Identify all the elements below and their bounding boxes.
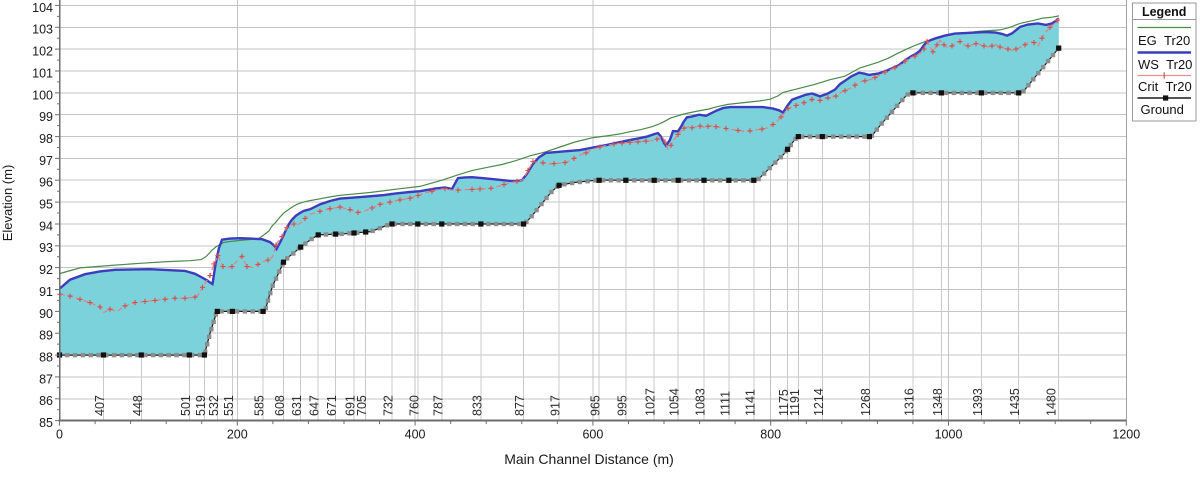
svg-text:85: 85 bbox=[39, 416, 53, 430]
svg-text:Main Channel Distance (m): Main Channel Distance (m) bbox=[504, 451, 674, 467]
svg-text:760: 760 bbox=[407, 395, 421, 416]
svg-text:89: 89 bbox=[39, 329, 53, 343]
svg-text:WS Tr20: WS Tr20 bbox=[1138, 57, 1192, 72]
svg-text:95: 95 bbox=[39, 198, 53, 212]
svg-text:Legend: Legend bbox=[1142, 5, 1186, 19]
svg-text:519: 519 bbox=[194, 395, 208, 416]
svg-text:608: 608 bbox=[273, 395, 287, 416]
svg-text:448: 448 bbox=[131, 395, 145, 416]
svg-text:99: 99 bbox=[39, 110, 53, 124]
svg-text:917: 917 bbox=[549, 395, 563, 416]
svg-text:1316: 1316 bbox=[902, 388, 916, 416]
svg-text:671: 671 bbox=[325, 395, 339, 416]
svg-text:400: 400 bbox=[405, 427, 426, 441]
svg-text:88: 88 bbox=[39, 350, 53, 364]
svg-text:98: 98 bbox=[39, 132, 53, 146]
svg-text:1175: 1175 bbox=[777, 389, 791, 416]
svg-text:104: 104 bbox=[32, 1, 53, 15]
svg-text:90: 90 bbox=[39, 307, 53, 321]
svg-text:Crit Tr20: Crit Tr20 bbox=[1138, 79, 1192, 94]
svg-text:Elevation (m): Elevation (m) bbox=[0, 165, 15, 242]
svg-text:833: 833 bbox=[470, 395, 484, 416]
svg-text:1111: 1111 bbox=[718, 391, 732, 416]
svg-text:732: 732 bbox=[382, 395, 396, 416]
svg-text:1000: 1000 bbox=[935, 427, 963, 441]
svg-text:Ground: Ground bbox=[1141, 102, 1184, 117]
svg-text:1214: 1214 bbox=[812, 388, 826, 416]
svg-text:92: 92 bbox=[39, 263, 53, 277]
svg-text:705: 705 bbox=[355, 395, 369, 416]
svg-text:100: 100 bbox=[32, 88, 53, 102]
svg-text:200: 200 bbox=[227, 427, 248, 441]
svg-text:93: 93 bbox=[39, 241, 53, 255]
svg-text:800: 800 bbox=[760, 427, 781, 441]
svg-text:1083: 1083 bbox=[694, 388, 708, 416]
svg-text:877: 877 bbox=[513, 395, 527, 416]
svg-text:1027: 1027 bbox=[644, 388, 658, 416]
svg-text:551: 551 bbox=[222, 395, 236, 416]
svg-text:87: 87 bbox=[39, 372, 53, 386]
svg-text:1191: 1191 bbox=[788, 389, 802, 416]
svg-text:86: 86 bbox=[39, 394, 53, 408]
svg-text:691: 691 bbox=[344, 395, 358, 416]
svg-text:EG Tr20: EG Tr20 bbox=[1138, 33, 1190, 48]
svg-text:101: 101 bbox=[32, 66, 53, 80]
svg-text:91: 91 bbox=[39, 285, 53, 299]
svg-text:501: 501 bbox=[179, 395, 193, 416]
svg-text:94: 94 bbox=[39, 219, 53, 233]
svg-text:0: 0 bbox=[56, 427, 63, 441]
svg-text:1268: 1268 bbox=[859, 388, 873, 416]
svg-text:1348: 1348 bbox=[931, 388, 945, 416]
svg-text:96: 96 bbox=[39, 176, 53, 190]
svg-text:965: 965 bbox=[589, 395, 603, 416]
svg-text:787: 787 bbox=[431, 395, 445, 416]
svg-text:103: 103 bbox=[32, 23, 53, 37]
svg-text:1393: 1393 bbox=[971, 388, 985, 416]
svg-text:585: 585 bbox=[253, 395, 267, 416]
svg-text:1141: 1141 bbox=[743, 389, 757, 416]
svg-text:1435: 1435 bbox=[1008, 388, 1022, 416]
svg-text:600: 600 bbox=[582, 427, 603, 441]
svg-text:647: 647 bbox=[308, 395, 322, 416]
svg-text:532: 532 bbox=[207, 395, 221, 416]
svg-text:1054: 1054 bbox=[668, 388, 682, 416]
svg-text:97: 97 bbox=[39, 154, 53, 168]
svg-text:407: 407 bbox=[93, 395, 107, 416]
svg-text:1200: 1200 bbox=[1112, 427, 1140, 441]
svg-text:1480: 1480 bbox=[1045, 388, 1059, 416]
svg-text:102: 102 bbox=[32, 45, 53, 59]
svg-text:995: 995 bbox=[615, 395, 629, 416]
svg-text:631: 631 bbox=[290, 395, 304, 416]
